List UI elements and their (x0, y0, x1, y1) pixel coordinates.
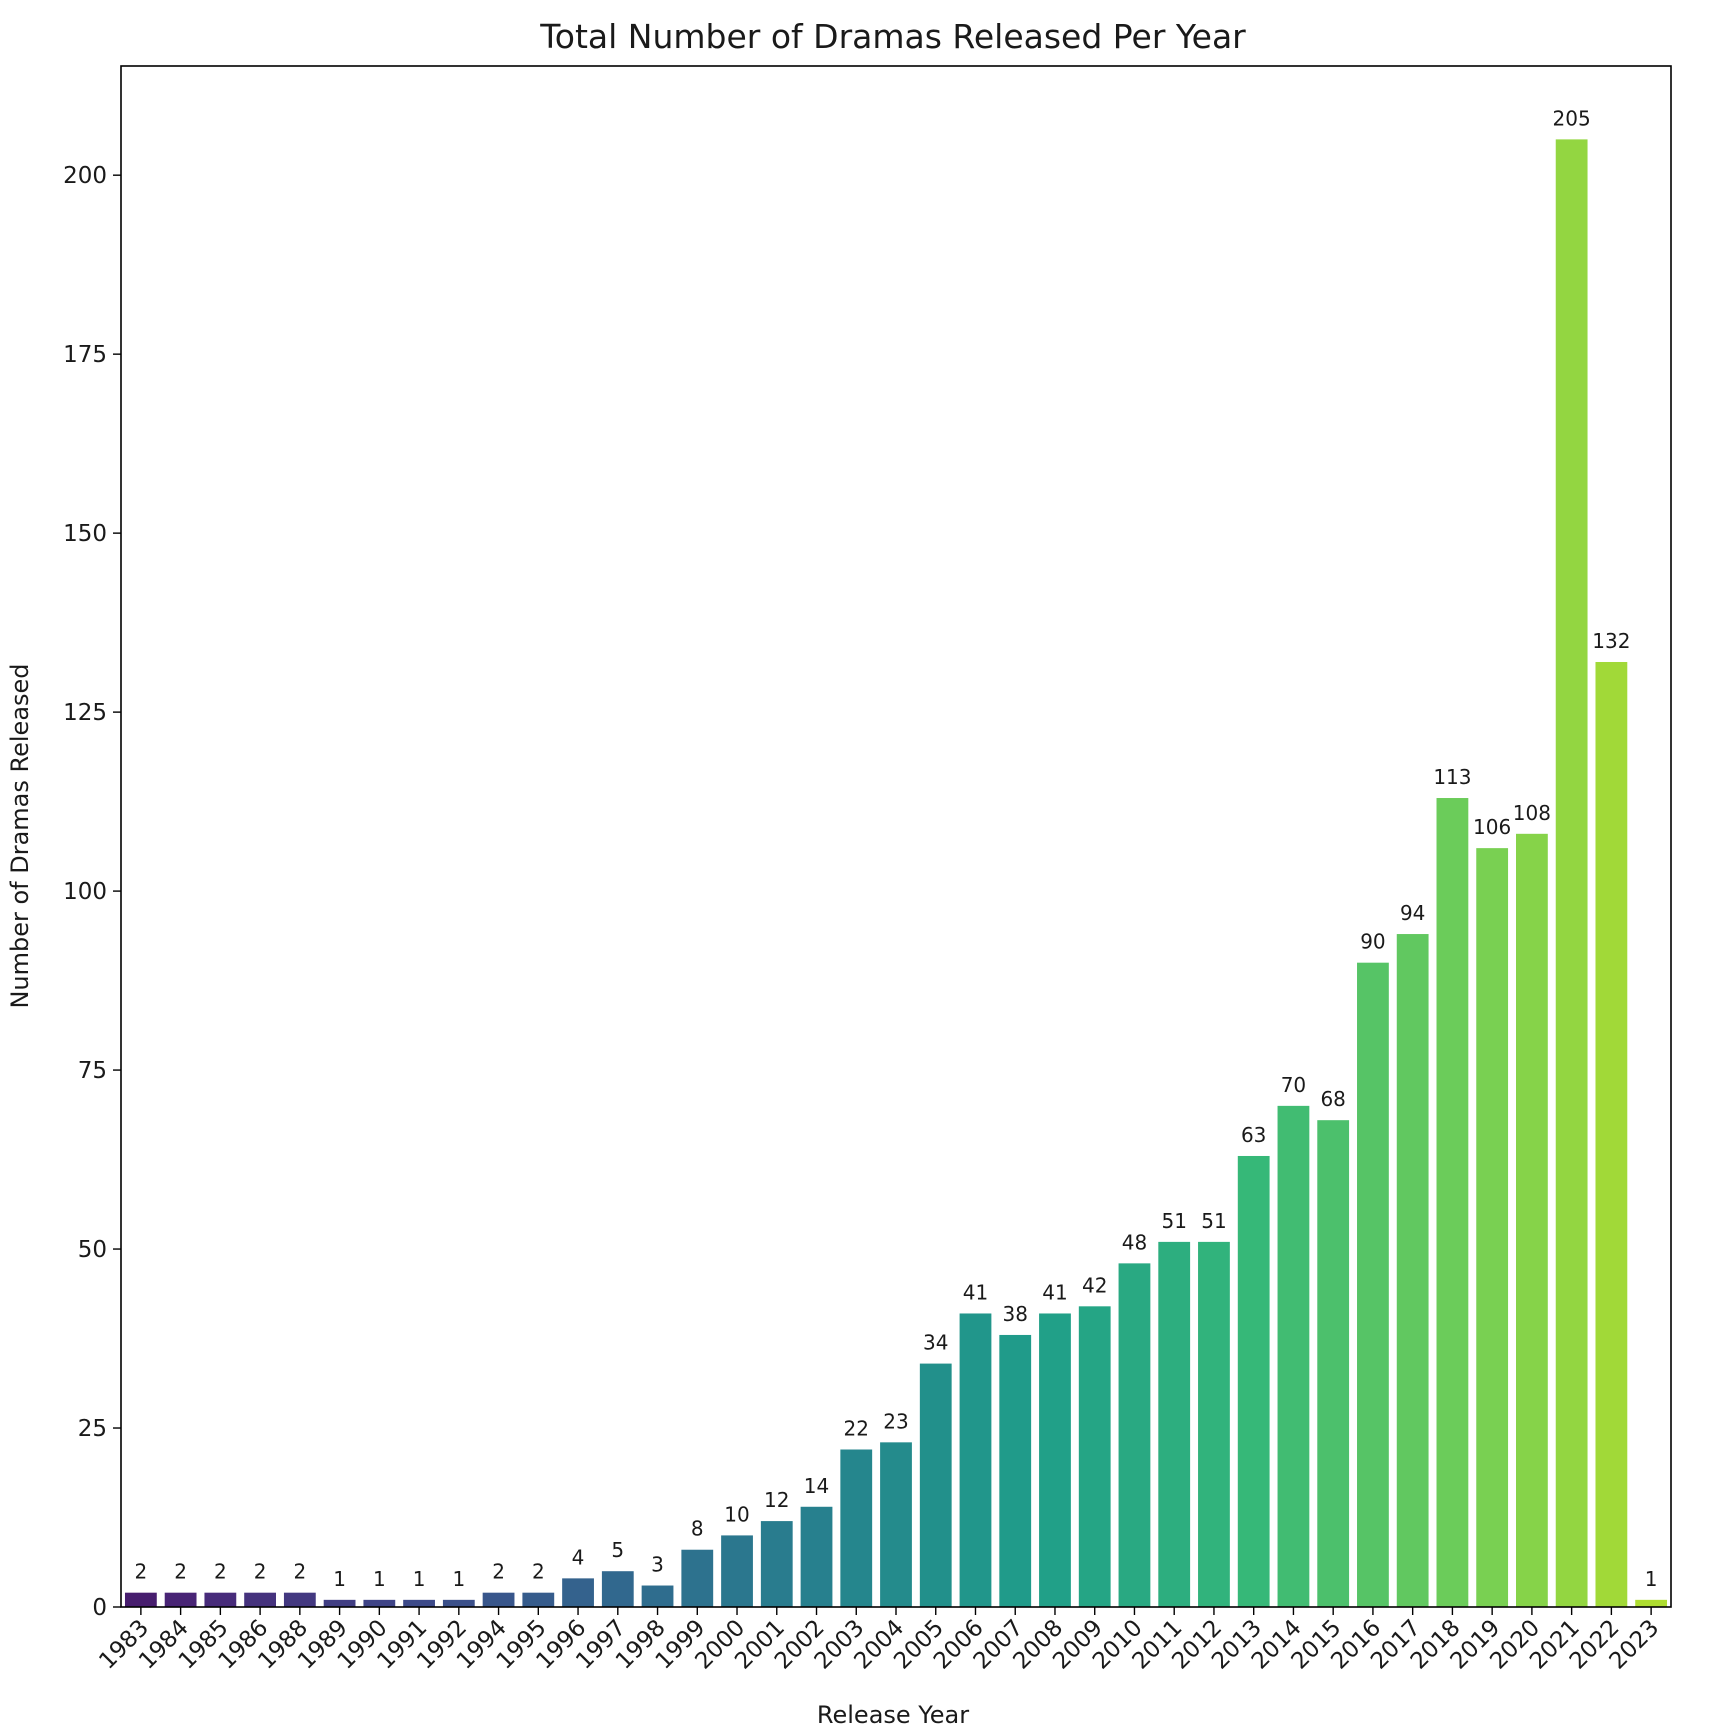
y-tick-label-100: 100 (63, 879, 107, 905)
plot-frame (120, 65, 1672, 1608)
data-label-1999: 8 (691, 1517, 704, 1541)
bar-2000 (721, 1535, 753, 1607)
y-tick-label-0: 0 (92, 1595, 107, 1621)
bar-2020 (1516, 833, 1548, 1607)
data-label-2022: 132 (1592, 629, 1630, 653)
y-tick-label-150: 150 (63, 521, 107, 547)
bar-2007 (999, 1334, 1032, 1607)
bar-2004 (880, 1442, 912, 1607)
data-label-1990: 1 (373, 1567, 386, 1591)
bar-2017 (1396, 934, 1429, 1607)
y-axis: 0 25 50 75 100 125 150 175 200 (63, 163, 121, 1621)
bar-1983 (124, 1592, 157, 1607)
bar-2005 (919, 1363, 952, 1607)
data-label-2021: 205 (1553, 106, 1591, 130)
bar-1990 (363, 1599, 396, 1607)
y-axis-label: Number of Dramas Released (6, 663, 34, 1008)
bar-1989 (323, 1599, 356, 1607)
data-label-1997: 5 (611, 1538, 624, 1562)
data-label-2007: 38 (1003, 1302, 1028, 1326)
data-label-2003: 22 (844, 1416, 869, 1440)
bar-2010 (1118, 1263, 1151, 1607)
bar-2006 (959, 1313, 992, 1607)
data-label-2016: 90 (1360, 930, 1385, 954)
bar-2008 (1039, 1313, 1071, 1607)
bar-2013 (1237, 1155, 1270, 1607)
bar-2019 (1476, 848, 1509, 1607)
data-label-2004: 23 (883, 1409, 908, 1433)
data-label-1995: 2 (532, 1560, 545, 1584)
y-tick-label-175: 175 (63, 342, 107, 368)
y-tick-label-200: 200 (63, 163, 107, 189)
x-axis: 1983198419851986198819891990199119921994… (94, 1607, 1664, 1675)
data-label-2019: 106 (1473, 815, 1511, 839)
data-label-2009: 42 (1082, 1273, 1107, 1297)
y-tick-label-25: 25 (78, 1416, 107, 1442)
bar-2011 (1158, 1241, 1191, 1607)
bar-2014 (1277, 1105, 1310, 1607)
data-label-2000: 10 (724, 1502, 749, 1526)
bar-2018 (1436, 798, 1469, 1607)
data-label-2002: 14 (804, 1474, 829, 1498)
bar-1996 (562, 1578, 594, 1607)
data-label-1985: 2 (214, 1560, 227, 1584)
data-label-1991: 1 (413, 1567, 426, 1591)
bar-1994 (482, 1592, 515, 1607)
x-axis-label: Release Year (817, 1701, 969, 1724)
bar-1986 (244, 1592, 276, 1607)
data-label-1983: 2 (135, 1560, 148, 1584)
data-label-1984: 2 (174, 1560, 187, 1584)
bar-1991 (403, 1599, 435, 1607)
data-label-1988: 2 (293, 1560, 306, 1584)
bar-2015 (1317, 1120, 1350, 1607)
bar-2022 (1595, 661, 1628, 1607)
data-label-2013: 63 (1241, 1123, 1266, 1147)
y-tick-label-75: 75 (78, 1058, 107, 1084)
data-label-2011: 51 (1161, 1209, 1186, 1233)
data-label-2001: 12 (764, 1488, 789, 1512)
data-label-1986: 2 (254, 1560, 267, 1584)
data-label-2006: 41 (963, 1280, 988, 1304)
bar-1988 (283, 1592, 316, 1607)
bar-1999 (681, 1549, 714, 1607)
bars-group (124, 139, 1668, 1607)
bar-2009 (1078, 1306, 1111, 1607)
data-label-2018: 113 (1433, 765, 1471, 789)
bar-1985 (204, 1592, 237, 1607)
data-label-2012: 51 (1201, 1209, 1226, 1233)
data-label-1994: 2 (492, 1560, 505, 1584)
data-label-2014: 70 (1281, 1073, 1306, 1097)
bar-2023 (1635, 1599, 1668, 1607)
bar-1995 (522, 1592, 555, 1607)
data-label-2017: 94 (1400, 901, 1425, 925)
data-label-1998: 3 (651, 1553, 664, 1577)
chart-title: Total Number of Dramas Released Per Year (539, 17, 1246, 56)
bar-2012 (1198, 1241, 1230, 1607)
bar-2001 (760, 1521, 793, 1607)
bar-2002 (800, 1506, 833, 1607)
data-label-2020: 108 (1513, 801, 1551, 825)
bar-1998 (641, 1585, 674, 1607)
bar-2003 (840, 1449, 873, 1607)
data-label-2005: 34 (923, 1331, 948, 1355)
data-label-2015: 68 (1320, 1087, 1345, 1111)
bar-1997 (601, 1571, 634, 1607)
data-label-1989: 1 (333, 1567, 346, 1591)
y-tick-label-125: 125 (63, 700, 107, 726)
bar-1992 (442, 1599, 475, 1607)
data-label-1992: 1 (452, 1567, 465, 1591)
data-label-1996: 4 (572, 1545, 585, 1569)
bar-2016 (1357, 962, 1389, 1607)
data-label-2010: 48 (1122, 1230, 1147, 1254)
data-label-2023: 1 (1645, 1567, 1658, 1591)
bar-1984 (164, 1592, 197, 1607)
data-label-2008: 41 (1042, 1280, 1067, 1304)
y-tick-label-50: 50 (78, 1237, 107, 1263)
bar-2021 (1555, 139, 1588, 1607)
